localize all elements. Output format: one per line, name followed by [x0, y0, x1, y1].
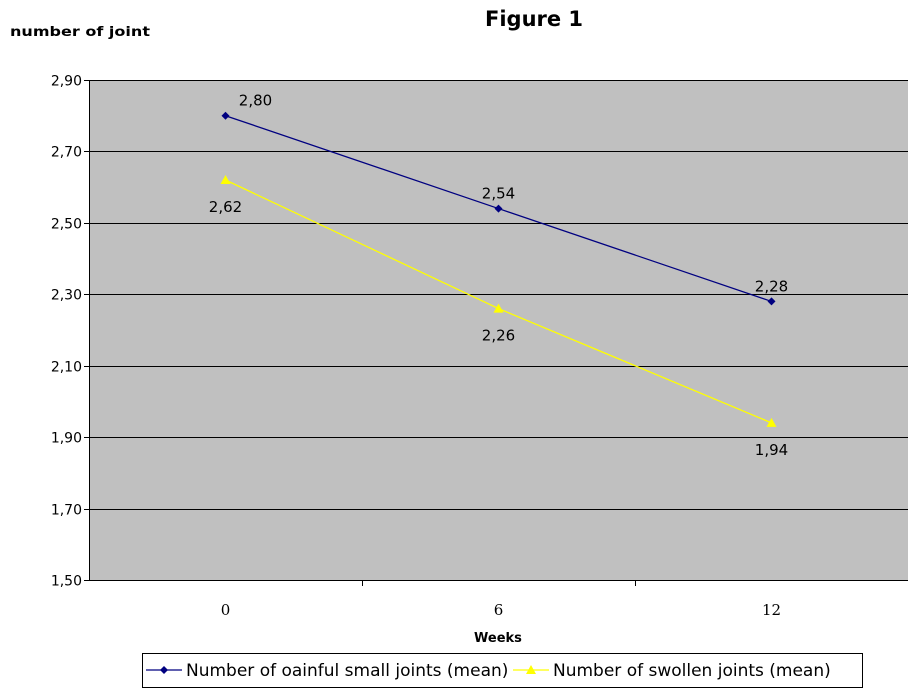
legend: Number of oainful small joints (mean) Num…: [142, 653, 863, 688]
y-tick-label: 1,90: [51, 431, 82, 447]
data-point-marker: [220, 175, 231, 184]
gridlines: [89, 80, 908, 510]
y-tick-label: 1,50: [51, 574, 82, 590]
data-point-marker: [221, 111, 230, 120]
legend-label: Number of oainful small joints (mean): [186, 661, 508, 681]
series-1: 2,80 2,54 2,28: [221, 92, 788, 306]
data-label: 2,62: [209, 198, 242, 216]
data-point-marker: [493, 303, 504, 313]
data-label: 2,28: [755, 277, 788, 295]
data-point-marker: [526, 665, 536, 674]
legend-label: Number of swollen joints (mean): [553, 661, 831, 681]
legend-box: [142, 653, 863, 688]
y-axis-ticks: 1,50 1,70 1,90 2,10 2,30 2,50 2,70 2,90: [51, 74, 89, 590]
x-tick-label: 0: [221, 601, 231, 619]
data-label: 2,54: [482, 185, 515, 203]
y-tick-label: 1,70: [51, 503, 82, 519]
y-tick-label: 2,90: [51, 74, 82, 90]
data-label: 1,94: [755, 441, 788, 459]
chart-title: Figure 1: [485, 7, 583, 31]
y-tick-label: 2,70: [51, 145, 82, 161]
y-axis-title: number of joint: [10, 25, 150, 40]
data-point-marker: [766, 417, 777, 427]
plot-area: [89, 80, 908, 580]
data-label: 2,80: [239, 92, 272, 110]
y-tick-label: 2,30: [51, 288, 82, 304]
x-tick-label: 12: [762, 601, 781, 619]
data-point-marker: [494, 204, 503, 213]
x-tick-label: 6: [494, 601, 504, 619]
y-tick-label: 2,10: [51, 360, 82, 376]
data-point-marker: [767, 297, 776, 306]
series-2: 2,62 2,26 1,94: [209, 175, 788, 459]
data-label: 2,26: [482, 327, 515, 345]
axes: [89, 80, 908, 581]
y-tick-label: 2,50: [51, 217, 82, 233]
x-axis-ticks: 0 6 12: [221, 580, 781, 619]
x-axis-title: Weeks: [474, 631, 522, 646]
data-point-marker: [160, 666, 168, 674]
series-layer: 2,80 2,54 2,28 2,62 2,26 1,94: [209, 92, 788, 459]
